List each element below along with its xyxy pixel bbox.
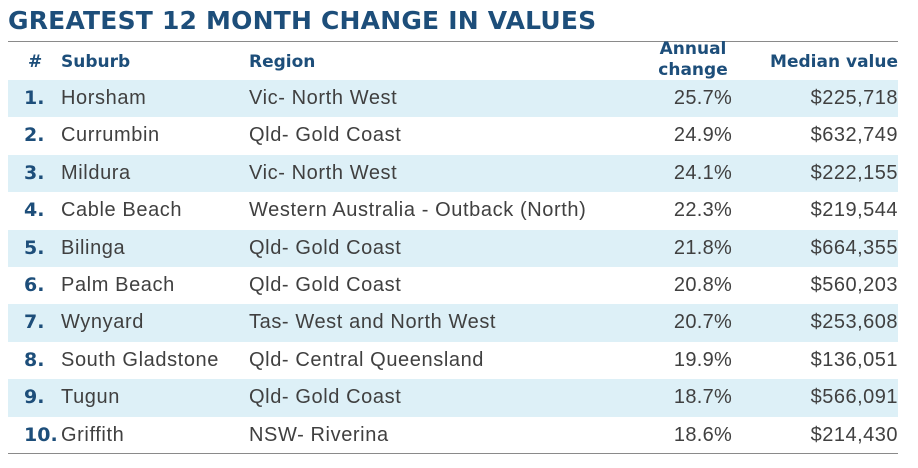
row-region: Qld- Gold Coast	[249, 236, 402, 259]
row-median-value: $664,355	[810, 236, 898, 259]
row-median-value: $219,544	[810, 199, 898, 222]
table-body: 1. Horsham Vic- North West 25.7% $225,71…	[8, 80, 898, 454]
row-region: Vic- North West	[249, 87, 398, 109]
row-region: Qld- Gold Coast	[249, 124, 402, 147]
row-rank: 1.	[24, 87, 45, 109]
row-median-value: $566,091	[810, 386, 898, 409]
table-row: 9. Tugun Qld- Gold Coast 18.7% $566,091	[8, 379, 898, 417]
row-rank: 5.	[24, 236, 45, 259]
row-rank: 4.	[24, 199, 45, 222]
row-median-value: $222,155	[810, 161, 898, 184]
header-suburb: Suburb	[61, 52, 131, 72]
row-median-value: $214,430	[810, 423, 898, 446]
table-header: # Suburb Region Annual change Median val…	[8, 39, 898, 81]
row-annual-change: 22.3%	[673, 199, 733, 222]
row-median-value: $225,718	[810, 87, 898, 109]
header-median-value: Median value	[770, 52, 898, 72]
row-annual-change: 25.7%	[673, 87, 733, 109]
row-rank: 2.	[24, 124, 45, 147]
row-annual-change: 20.8%	[673, 273, 733, 296]
table-row: 3. Mildura Vic- North West 24.1% $222,15…	[8, 154, 898, 193]
row-region: Western Australia - Outback (North)	[249, 199, 587, 222]
row-annual-change: 18.6%	[673, 423, 733, 446]
row-region: NSW- Riverina	[249, 423, 389, 446]
row-rank: 8.	[24, 348, 45, 371]
table-row: 2. Currumbin Qld- Gold Coast 24.9% $632,…	[8, 117, 898, 154]
row-suburb: South Gladstone	[61, 348, 219, 371]
header-region: Region	[249, 52, 316, 72]
row-suburb: Palm Beach	[61, 273, 175, 296]
row-region: Qld- Gold Coast	[249, 386, 402, 409]
row-suburb: Mildura	[61, 161, 131, 184]
row-region: Vic- North West	[249, 161, 398, 184]
header-number: #	[28, 52, 43, 72]
top-divider	[8, 41, 898, 42]
row-annual-change: 19.9%	[673, 348, 733, 371]
row-rank: 7.	[24, 311, 45, 334]
table-row: 1. Horsham Vic- North West 25.7% $225,71…	[8, 80, 898, 118]
row-median-value: $253,608	[810, 311, 898, 334]
table-row: 7. Wynyard Tas- West and North West 20.7…	[8, 304, 898, 342]
table-title: GREATEST 12 MONTH CHANGE IN VALUES	[8, 6, 597, 35]
row-region: Tas- West and North West	[249, 311, 497, 334]
row-region: Qld- Gold Coast	[249, 273, 402, 296]
row-median-value: $136,051	[810, 348, 898, 371]
row-suburb: Bilinga	[61, 236, 126, 259]
row-rank: 3.	[24, 161, 45, 184]
row-suburb: Wynyard	[61, 311, 144, 334]
row-median-value: $560,203	[810, 273, 898, 296]
row-annual-change: 20.7%	[673, 311, 733, 334]
row-rank: 6.	[24, 273, 45, 296]
bottom-divider	[8, 453, 898, 454]
row-rank: 10.	[24, 423, 58, 446]
row-rank: 9.	[24, 386, 45, 409]
header-annual-change-line1: Annual	[659, 39, 727, 59]
row-annual-change: 21.8%	[673, 236, 733, 259]
row-suburb: Horsham	[61, 87, 147, 109]
row-annual-change: 24.1%	[673, 161, 733, 184]
row-median-value: $632,749	[810, 124, 898, 147]
row-suburb: Tugun	[61, 386, 120, 409]
header-annual-change-line2: change	[658, 60, 728, 80]
table-row: 8. South Gladstone Qld- Central Queensla…	[8, 342, 898, 379]
row-annual-change: 18.7%	[673, 386, 733, 409]
row-region: Qld- Central Queensland	[249, 348, 485, 371]
row-annual-change: 24.9%	[673, 124, 733, 147]
table-row: 5. Bilinga Qld- Gold Coast 21.8% $664,35…	[8, 229, 898, 267]
table-row: 6. Palm Beach Qld- Gold Coast 20.8% $560…	[8, 267, 898, 304]
row-suburb: Cable Beach	[61, 199, 183, 222]
table-row: 10. Griffith NSW- Riverina 18.6% $214,43…	[8, 417, 898, 454]
row-suburb: Griffith	[61, 423, 125, 446]
header-annual-change: Annual change	[618, 39, 768, 81]
row-suburb: Currumbin	[61, 124, 160, 147]
table-row: 4. Cable Beach Western Australia - Outba…	[8, 192, 898, 229]
